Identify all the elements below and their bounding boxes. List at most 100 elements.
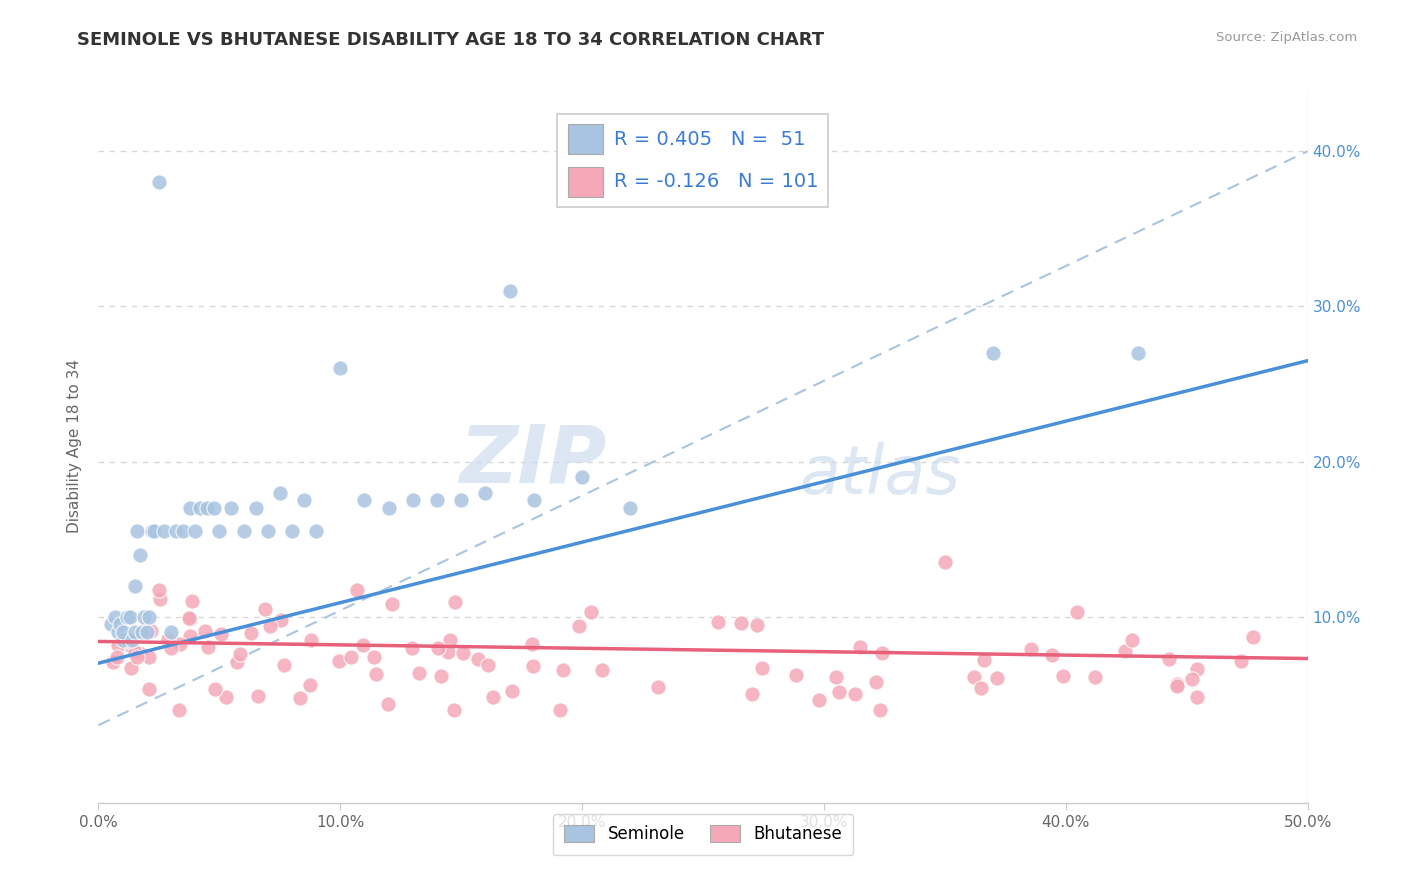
Point	[1019, 642, 1042, 657]
Point	[1114, 644, 1136, 658]
Point	[305, 524, 328, 539]
Point	[1121, 633, 1143, 648]
Point	[253, 602, 276, 616]
Point	[179, 611, 201, 625]
Text: atlas: atlas	[800, 442, 960, 508]
Point	[870, 646, 893, 660]
Text: SEMINOLE VS BHUTANESE DISABILITY AGE 18 TO 34 CORRELATION CHART: SEMINOLE VS BHUTANESE DISABILITY AGE 18 …	[77, 31, 824, 49]
Point	[172, 524, 194, 539]
Point	[197, 640, 219, 654]
Point	[548, 703, 571, 717]
Point	[1185, 690, 1208, 705]
Point	[451, 646, 474, 660]
Point	[120, 660, 142, 674]
Point	[128, 646, 150, 660]
Point	[571, 470, 593, 484]
Point	[288, 691, 311, 706]
Point	[298, 678, 321, 692]
Point	[619, 501, 641, 516]
Point	[160, 641, 183, 656]
Point	[292, 493, 315, 508]
Point	[104, 609, 127, 624]
Point	[1185, 662, 1208, 676]
Point	[474, 485, 496, 500]
Point	[127, 524, 149, 539]
Point	[256, 524, 278, 539]
Point	[401, 640, 423, 655]
Point	[120, 639, 142, 653]
Point	[869, 703, 891, 717]
Point	[103, 656, 125, 670]
Point	[105, 649, 128, 664]
Point	[706, 615, 728, 629]
Point	[118, 609, 141, 624]
Point	[970, 681, 993, 696]
Point	[138, 681, 160, 696]
Point	[745, 617, 768, 632]
Point	[751, 661, 773, 675]
Point	[194, 624, 217, 638]
Point	[152, 524, 174, 539]
Point	[270, 613, 292, 627]
Point	[741, 687, 763, 701]
Point	[165, 524, 187, 539]
Point	[1230, 655, 1253, 669]
Point	[117, 609, 139, 624]
Point	[477, 657, 499, 672]
Point	[785, 667, 807, 681]
Point	[426, 493, 449, 508]
Point	[124, 645, 146, 659]
Point	[498, 284, 520, 298]
Point	[730, 615, 752, 630]
Text: R = 0.405   N =  51: R = 0.405 N = 51	[614, 129, 806, 149]
Point	[221, 501, 243, 516]
Point	[408, 665, 430, 680]
Point	[228, 647, 250, 661]
Point	[226, 655, 249, 669]
Point	[232, 524, 254, 539]
Point	[329, 361, 352, 376]
Point	[443, 595, 465, 609]
Point	[352, 638, 374, 652]
Point	[1166, 676, 1188, 690]
Point	[299, 633, 322, 648]
Point	[124, 625, 146, 640]
Point	[269, 485, 291, 500]
Point	[825, 670, 848, 684]
Point	[402, 493, 425, 508]
Point	[246, 689, 269, 703]
Point	[108, 617, 131, 632]
Point	[141, 524, 163, 539]
Point	[482, 690, 505, 704]
Point	[184, 524, 207, 539]
Point	[1157, 651, 1180, 665]
Point	[443, 703, 465, 717]
Point	[118, 634, 141, 648]
Point	[138, 609, 160, 624]
Point	[121, 632, 143, 647]
Point	[973, 653, 995, 667]
Point	[240, 626, 263, 640]
Point	[134, 609, 156, 624]
Point	[865, 674, 887, 689]
Point	[259, 619, 281, 633]
Point	[450, 493, 472, 508]
Point	[138, 649, 160, 664]
Point	[1040, 648, 1063, 663]
Point	[551, 663, 574, 677]
Point	[209, 627, 232, 641]
Point	[522, 658, 544, 673]
Point	[986, 671, 1008, 685]
Point	[179, 612, 201, 626]
Point	[100, 617, 122, 632]
Text: R = -0.126   N = 101: R = -0.126 N = 101	[614, 172, 818, 192]
Point	[111, 632, 134, 647]
Point	[579, 605, 602, 619]
Point	[1181, 672, 1204, 686]
Point	[167, 703, 190, 717]
Point	[179, 629, 201, 643]
Point	[340, 650, 363, 665]
Point	[148, 582, 170, 597]
Point	[353, 493, 375, 508]
Point	[381, 597, 404, 611]
